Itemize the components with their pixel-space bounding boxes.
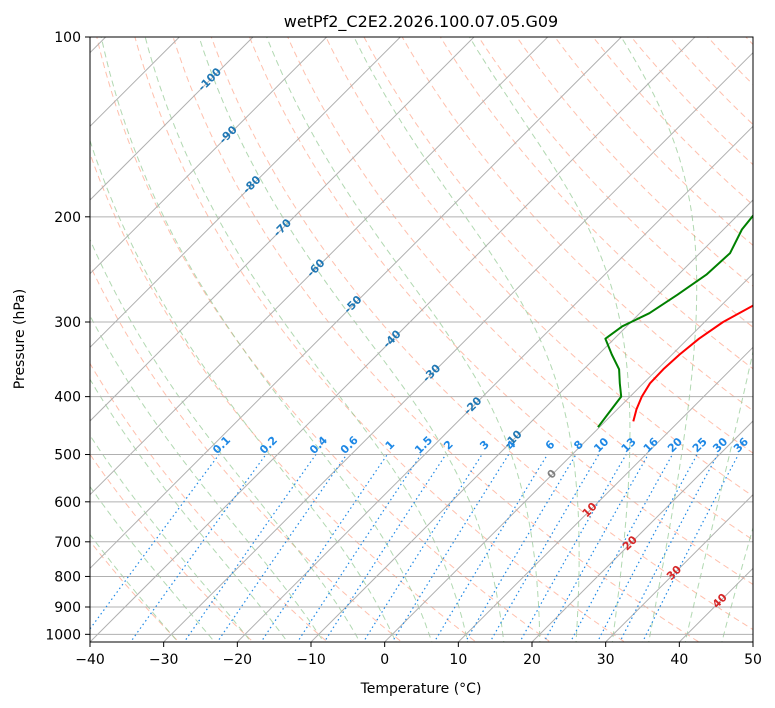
dry-adiabat [134,37,626,642]
mixing-ratio-line [323,454,447,642]
x-tick-label: 10 [449,652,467,668]
x-tick-label: 0 [380,652,389,668]
y-axis-label: Pressure (hPa) [12,289,28,389]
y-tick-label: 600 [54,495,81,511]
x-tick-label: −20 [223,652,253,668]
moist-adiabat [90,434,252,642]
isotherm-gridline [90,37,622,570]
dry-adiabat [363,37,753,454]
mixing-ratio-line [464,454,577,642]
mixing-ratio-line [433,454,549,642]
chart-title: wetPf2_C2E2.2026.100.07.05.G09 [284,12,558,32]
y-tick-label: 700 [54,535,81,551]
moist-adiabat [684,349,753,642]
mixing-ratio-line [519,454,627,642]
mixing-ratio-line [391,454,510,642]
dry-adiabat [248,37,753,585]
temperature-profile-line [632,304,753,422]
isotherm-gridline [605,493,753,642]
axes-layer: −40 −30 −20 −10 0 10 20 30 40 50 100 200 300 400 500 60… [45,30,762,668]
y-tick-label: 400 [54,390,81,406]
moist-adiabat [90,314,325,642]
moist-adiabat [90,238,361,642]
y-tick-label: 100 [54,30,81,46]
x-tick-label: −10 [296,652,326,668]
moist-adiabat [353,37,580,642]
moist-adiabat [620,37,698,642]
mixing-ratio-line [260,454,388,642]
isotherm-gridline [90,37,401,349]
isotherm-gridline [90,37,696,642]
moist-adiabat [198,37,505,642]
dry-adiabat [90,152,477,642]
moist-adiabat [721,526,753,642]
mixing-ratio-line [183,454,317,642]
moist-adiabat [469,37,631,642]
y-tick-label: 300 [54,315,81,331]
moist-adiabat [90,378,289,642]
x-tick-label: −40 [75,652,105,668]
dry-adiabat [210,37,753,631]
isotherm-gridline [90,37,254,201]
plot-area: -100-90-80-70-60-50-40-30-20-100.1 0.2 0.4… [90,37,753,642]
x-tick-label: 50 [744,652,762,668]
isotherm-gridline [163,51,753,642]
isotherm-gridline [90,37,549,496]
isotherm-gridline [531,420,753,642]
isotherm-gridline [384,272,753,642]
isotherm-gridline [90,37,475,422]
mixing-ratio-line [362,454,483,642]
isotherm-gridline [457,346,753,642]
dry-adiabat [172,37,700,642]
x-tick-label: 30 [597,652,615,668]
mixing-ratio-line [216,454,348,642]
dry-adiabat [439,37,753,370]
y-tick-label: 500 [54,448,81,464]
moist-adiabat [90,138,397,642]
plot-frame [89,36,754,643]
dry-adiabat [287,37,753,541]
isotherm-gridline [90,37,328,275]
isotherm-gridline [236,125,753,642]
mixing-ratio-line [619,454,719,642]
x-axis-label: Temperature (°C) [360,681,482,697]
mixing-ratio-line [296,454,422,642]
moist-adiabat [144,37,469,642]
dry-adiabat [401,37,753,412]
isotherm-gridline [310,199,753,642]
moist-adiabat [90,485,216,642]
y-tick-label: 900 [54,600,81,616]
x-tick-label: −30 [149,652,179,668]
mixing-ratio-line [489,454,600,642]
y-tick-label: 1000 [45,627,81,643]
y-tick-label: 200 [54,210,81,226]
dry-adiabat [478,37,753,328]
mixing-ratio-line [90,454,220,630]
y-tick-label: 800 [54,569,81,585]
dry-adiabat [90,264,403,642]
dry-adiabat [96,37,552,642]
dry-adiabat [325,37,753,497]
dry-adiabat [90,453,254,642]
x-tick-label: 40 [670,652,688,668]
mixing-ratio-line [641,454,739,642]
x-tick-label: 20 [523,652,541,668]
moist-adiabat [100,37,433,642]
moist-adiabat [90,533,179,642]
dewpoint-profile-line [597,214,753,428]
moist-adiabat [266,37,541,642]
